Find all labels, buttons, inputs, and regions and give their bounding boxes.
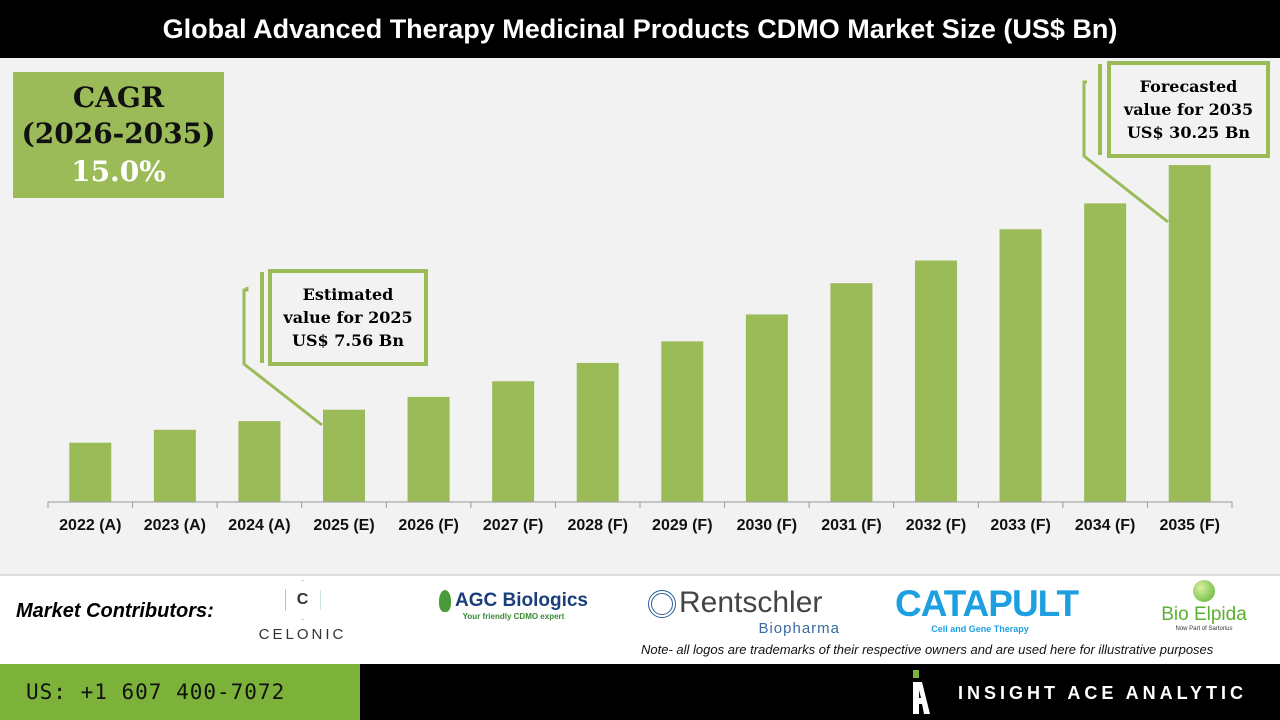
logo-text: AGC Biologics xyxy=(454,590,588,612)
bar-2027 xyxy=(492,381,535,502)
insight-ace-logo-icon xyxy=(913,670,930,714)
callout-line: value for 2025 xyxy=(283,308,413,327)
leaf-icon xyxy=(438,590,451,612)
logo-agc-biologics: AGC Biologics Your friendly CDMO expert xyxy=(436,590,591,621)
x-tick-label: 2035 (F) xyxy=(1159,517,1219,534)
x-tick-label: 2023 (A) xyxy=(144,517,206,534)
logo-catapult: CATAPULT Cell and Gene Therapy xyxy=(895,583,1079,635)
callout-line: Estimated xyxy=(302,285,394,304)
callout-2025: Estimated value for 2025 US$ 7.56 Bn xyxy=(268,269,428,366)
logo-text: CELONIC xyxy=(258,626,347,643)
x-tick-label: 2027 (F) xyxy=(483,517,543,534)
bar-2023 xyxy=(153,429,196,502)
footer-bar xyxy=(360,664,1280,720)
x-tick-label: 2029 (F) xyxy=(652,517,712,534)
logo-text: CATAPULT xyxy=(895,583,1079,624)
x-tick-label: 2034 (F) xyxy=(1075,517,1135,534)
callout-line: Forecasted xyxy=(1139,77,1238,96)
x-tick-label: 2028 (F) xyxy=(567,517,627,534)
bar-2025 xyxy=(323,409,365,502)
bar-2030 xyxy=(745,314,788,502)
celonic-mark-icon: C xyxy=(284,580,321,620)
logo-text: Bio Elpida xyxy=(1161,604,1247,625)
bar-2029 xyxy=(661,341,704,502)
logo-tagline: Your friendly CDMO expert xyxy=(462,612,565,622)
logo-bio-elpida: Bio Elpida Now Part of Sartorius xyxy=(1148,580,1260,632)
x-tick-label: 2033 (F) xyxy=(990,517,1050,534)
x-tick-label: 2026 (F) xyxy=(398,517,458,534)
brand-name: INSIGHT ACE ANALYTIC xyxy=(958,683,1248,703)
x-tick-label: 2025 (E) xyxy=(313,517,374,534)
callout-line: value for 2035 xyxy=(1123,100,1254,119)
bar-2024 xyxy=(238,421,281,502)
bar-2026 xyxy=(407,396,450,502)
chart-title: Global Advanced Therapy Medicinal Produc… xyxy=(0,0,1280,58)
logo-rentschler: Rentschler Biopharma xyxy=(648,586,844,637)
callout-leader-2035 xyxy=(1082,80,1169,224)
callout-line: US$ 7.56 Bn xyxy=(292,331,404,350)
bar-2033 xyxy=(999,229,1042,502)
callout-leader-2025 xyxy=(242,287,323,427)
x-tick-label: 2030 (F) xyxy=(737,517,797,534)
callout-line: US$ 30.25 Bn xyxy=(1126,123,1251,142)
bar-2035 xyxy=(1168,165,1211,503)
logo-sub: Cell and Gene Therapy xyxy=(931,624,1029,634)
x-tick-label: 2024 (A) xyxy=(228,517,290,534)
trademark-note: Note- all logos are trademarks of their … xyxy=(641,642,1214,657)
cagr-period: (2026-2035) xyxy=(21,117,216,150)
logo-text: Rentschler xyxy=(679,586,823,619)
logo-sub: Biopharma xyxy=(758,620,840,637)
rentschler-swirl-icon xyxy=(648,590,676,619)
bar-2022 xyxy=(69,442,112,502)
cagr-value: 15.0% xyxy=(71,155,166,188)
phone-number: US: +1 607 400-7072 xyxy=(0,664,360,720)
bar-2032 xyxy=(915,260,957,502)
bio-elpida-sphere-icon xyxy=(1193,580,1215,602)
x-tick-label: 2022 (A) xyxy=(59,517,121,534)
x-tick-label: 2031 (F) xyxy=(821,517,881,534)
bar-2031 xyxy=(830,283,873,502)
logo-celonic: C CELONIC xyxy=(255,580,350,643)
bar-2034 xyxy=(1084,203,1127,502)
cagr-box: CAGR (2026-2035) 15.0% xyxy=(13,72,224,198)
callout-2035: Forecasted value for 2035 US$ 30.25 Bn xyxy=(1107,61,1270,158)
x-tick-label: 2032 (F) xyxy=(906,517,966,534)
bar-2028 xyxy=(576,362,619,502)
logo-sub: Now Part of Sartorius xyxy=(1175,626,1233,632)
market-contributors-label: Market Contributors: xyxy=(16,600,214,622)
cagr-label: CAGR xyxy=(72,81,165,114)
